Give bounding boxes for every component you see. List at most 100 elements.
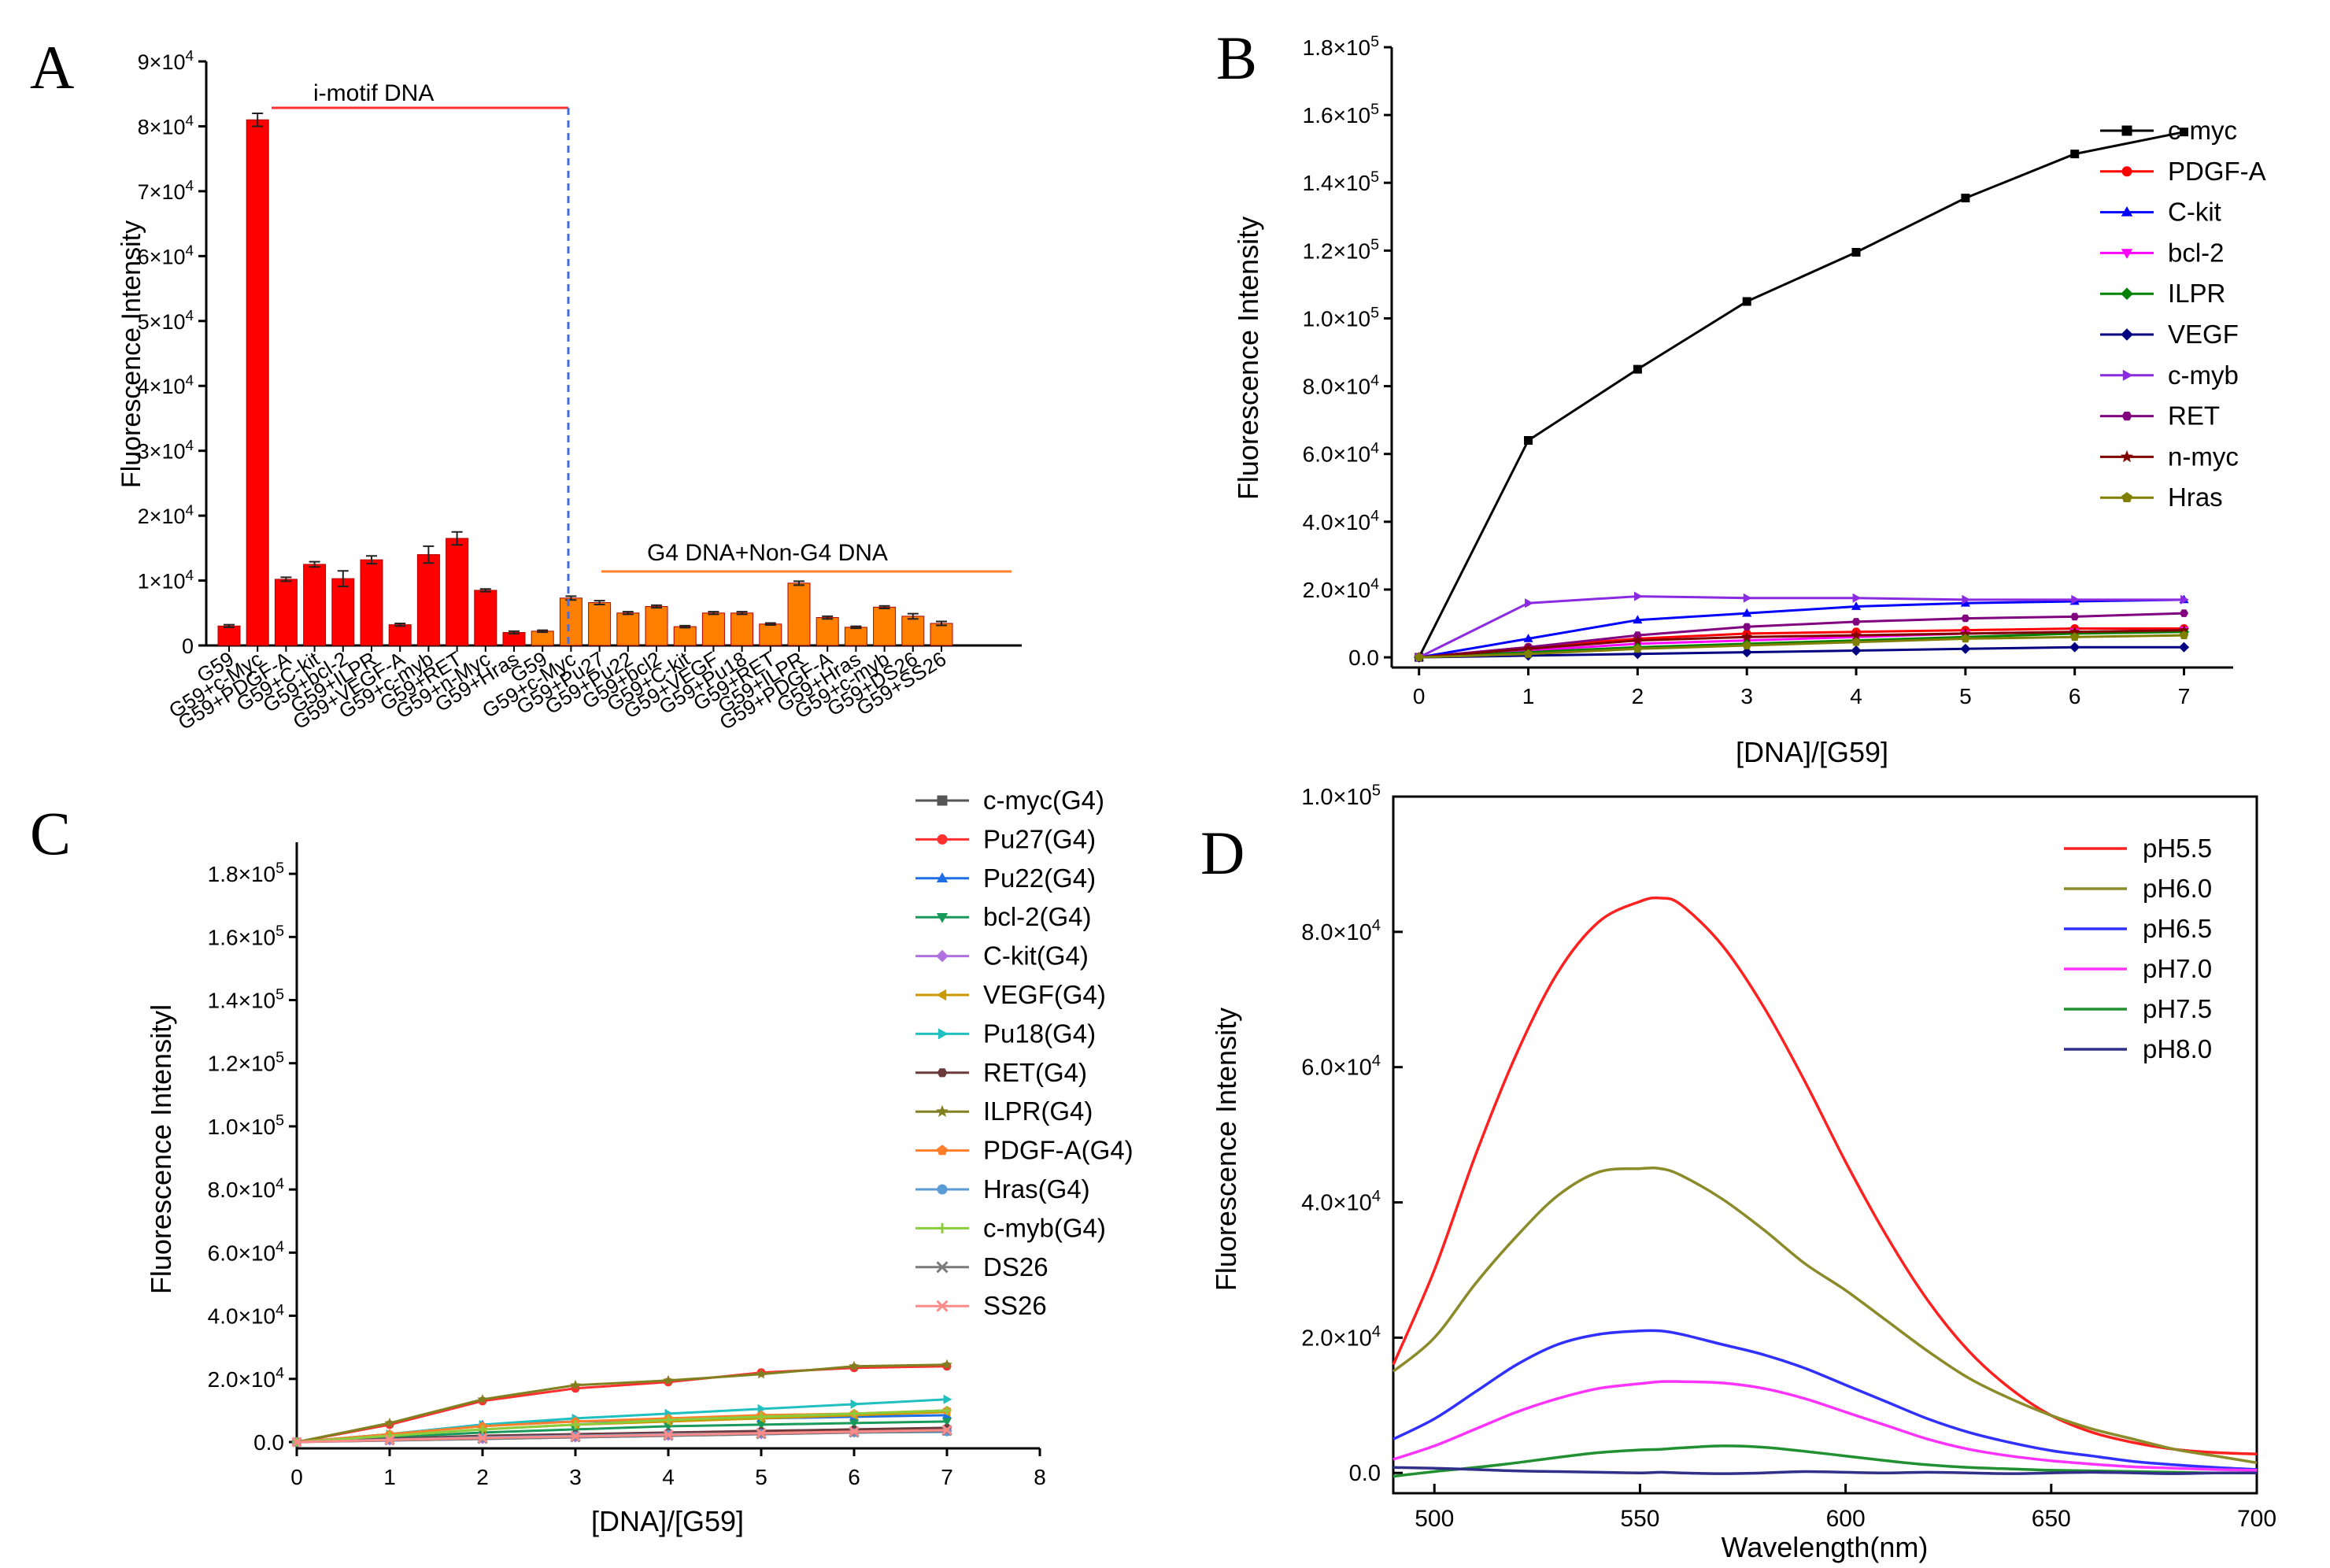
y-tick-label: 2.0×104 bbox=[1303, 575, 1379, 602]
point-c-myb bbox=[1634, 591, 1643, 601]
x-tick-label: 0 bbox=[1413, 684, 1426, 708]
error-bar bbox=[651, 604, 662, 609]
panel-d-line-chart: 0.0 2.0×104 4.0×104 6.0×104 8.0×104 1.0×105 50… bbox=[1210, 782, 2276, 1563]
panel-a-y-tick-label: 6×104 bbox=[138, 243, 194, 269]
x-tick-label: 6 bbox=[2069, 684, 2081, 708]
point-c-myb bbox=[2180, 594, 2189, 605]
legend-marker-pdgf-a-g4 bbox=[937, 1145, 948, 1156]
panel-d-y-tick-label: 4.0×104 bbox=[1301, 1188, 1381, 1216]
series-line-c-myb-g4 bbox=[296, 1409, 948, 1444]
point-c-myb bbox=[1962, 594, 1971, 605]
point-pu18-g4 bbox=[757, 1403, 767, 1414]
panel-label-c: C bbox=[30, 799, 71, 867]
series-line-ilpr bbox=[1418, 631, 2184, 659]
bar-g59-ss26 bbox=[930, 623, 953, 646]
panel-d-y-tick-label: 0.0 bbox=[1349, 1461, 1381, 1486]
y-tick-label: 0.0 bbox=[253, 1430, 284, 1455]
panel-d-y-tick-label: 8.0×104 bbox=[1301, 917, 1381, 945]
bar-g59-ilpr bbox=[360, 559, 383, 646]
y-tick-label: 1.2×105 bbox=[208, 1049, 284, 1076]
bar-g59-bcl-2 bbox=[331, 578, 355, 646]
series-line-c-kit bbox=[1418, 598, 2184, 659]
point-n-myc bbox=[2178, 624, 2190, 635]
bar-g59-ret bbox=[446, 538, 469, 646]
bar-g59 bbox=[531, 631, 554, 646]
legend-label-pdgf-a-g4: PDGF-A(G4) bbox=[983, 1136, 1134, 1165]
point-c-myb bbox=[1743, 593, 1752, 603]
point-bcl-2-g4 bbox=[756, 1421, 766, 1430]
legend-label-ret-g4: RET(G4) bbox=[983, 1058, 1087, 1087]
x-tick-label: 2 bbox=[1632, 684, 1644, 708]
panel-label-b: B bbox=[1216, 24, 1257, 92]
point-pu18-g4 bbox=[943, 1394, 952, 1404]
x-tick-label: 6 bbox=[848, 1465, 860, 1489]
panel-b-y-axis-label: Fluorescence Intensity bbox=[1232, 216, 1264, 500]
legend-label-pu18-g4: Pu18(G4) bbox=[983, 1019, 1096, 1048]
legend-marker-bcl-2 bbox=[2121, 249, 2133, 259]
panel-a-y-tick-label: 2×104 bbox=[138, 502, 194, 528]
legend-label-ss26: SS26 bbox=[983, 1291, 1047, 1320]
error-bar bbox=[736, 611, 748, 616]
legend-label-ilpr-g4: ILPR(G4) bbox=[983, 1096, 1093, 1126]
bar-g59-c-myc bbox=[246, 119, 269, 646]
legend-label-ph7-5: pH7.5 bbox=[2143, 994, 2212, 1023]
y-tick-label: 0.0 bbox=[1348, 645, 1379, 670]
y-tick-label: 1.2×105 bbox=[1303, 236, 1379, 263]
error-bar bbox=[679, 624, 691, 629]
legend-label-bcl-2: bcl-2 bbox=[2168, 238, 2225, 267]
error-bar bbox=[280, 576, 292, 582]
point-c-myc bbox=[1742, 297, 1751, 306]
y-tick-label: 1.4×105 bbox=[208, 986, 284, 1012]
series-line-ss26 bbox=[296, 1429, 948, 1444]
panel-d-frame bbox=[1392, 795, 2258, 1495]
point-hras bbox=[1961, 634, 1970, 643]
point-c-kit bbox=[1523, 634, 1533, 642]
x-tick-label: 5 bbox=[755, 1465, 767, 1489]
spectrum-ph6-0 bbox=[1392, 1167, 2258, 1465]
point-c-kit bbox=[1633, 615, 1643, 624]
panel-a-y-tick-label: 1×104 bbox=[138, 568, 194, 594]
x-tick-label: 5 bbox=[1959, 684, 1972, 708]
bar-g59-c-myc bbox=[559, 597, 582, 646]
legend-marker-ilpr bbox=[2121, 287, 2133, 300]
series-line-n-myc bbox=[1418, 629, 2184, 659]
y-tick-label: 1.6×105 bbox=[1303, 101, 1379, 128]
point-ilpr-g4 bbox=[849, 1360, 860, 1371]
error-bar bbox=[850, 625, 862, 630]
point-c-myb-g4 bbox=[571, 1420, 580, 1429]
bar-g59-pdgf-a bbox=[816, 617, 839, 646]
point-ilpr-g4 bbox=[477, 1393, 488, 1404]
y-tick-label: 1.0×105 bbox=[208, 1112, 284, 1139]
panel-a-y-tick-label: 7×104 bbox=[138, 178, 194, 204]
panel-a-y-tick-label: 5×104 bbox=[138, 308, 194, 334]
point-c-myb-g4 bbox=[942, 1406, 952, 1415]
error-bar bbox=[708, 611, 719, 616]
spectrum-ph8-0 bbox=[1392, 1466, 2258, 1475]
error-bar bbox=[252, 112, 264, 128]
x-tick-label: 3 bbox=[569, 1465, 582, 1489]
point-ss26 bbox=[663, 1429, 674, 1440]
legend-marker-bcl-2-g4 bbox=[936, 913, 949, 923]
panel-d-x-tick-label: 600 bbox=[1826, 1506, 1866, 1532]
error-bar bbox=[537, 629, 549, 634]
legend-marker-ret-g4 bbox=[937, 1068, 948, 1078]
point-hras bbox=[1742, 641, 1751, 649]
x-tick-label: 2 bbox=[476, 1465, 489, 1489]
error-bar bbox=[793, 580, 804, 586]
x-tick-label: 3 bbox=[1740, 684, 1753, 708]
error-bar bbox=[764, 622, 776, 627]
legend-marker-vegf-g4 bbox=[936, 989, 947, 1001]
point-vegf bbox=[2069, 642, 2080, 653]
legend-marker-c-myb bbox=[2122, 369, 2133, 381]
series-line-ret bbox=[1418, 612, 2184, 659]
y-tick-label: 8.0×104 bbox=[1303, 372, 1379, 398]
bar-g59-pu18 bbox=[730, 612, 754, 646]
point-c-myc bbox=[2070, 150, 2080, 159]
point-c-myc bbox=[1524, 436, 1533, 445]
point-ss26 bbox=[941, 1425, 952, 1436]
error-bar bbox=[423, 545, 435, 564]
point-hras bbox=[1851, 637, 1861, 646]
series-line-vegf bbox=[1418, 645, 2184, 659]
bar-g59-vegf-a bbox=[388, 624, 412, 646]
